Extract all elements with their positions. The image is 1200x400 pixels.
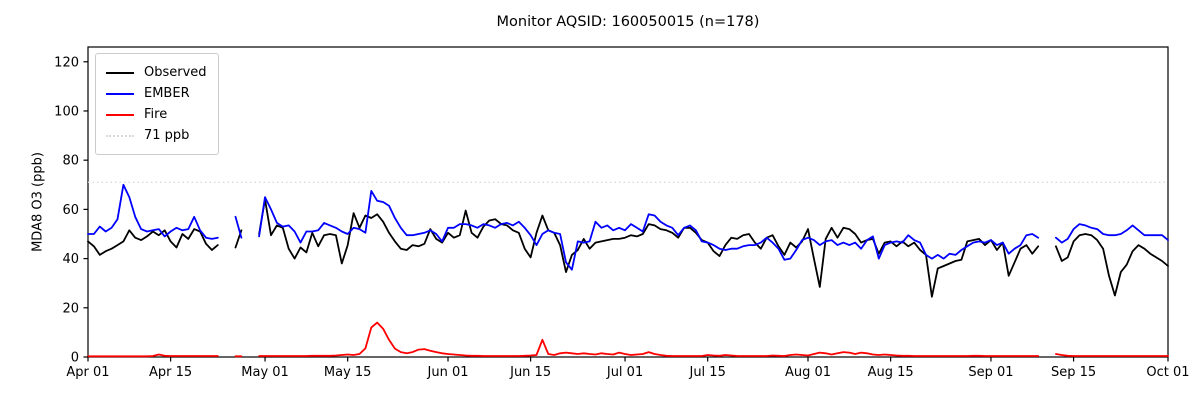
svg-text:100: 100: [54, 104, 79, 119]
svg-text:Jul 01: Jul 01: [606, 365, 643, 380]
svg-text:80: 80: [62, 154, 79, 169]
svg-text:Aug 01: Aug 01: [785, 365, 831, 380]
ember-line-swatch: [106, 92, 134, 95]
legend: Observed EMBER Fire 71 ppb: [95, 53, 219, 155]
svg-text:Jun 01: Jun 01: [427, 365, 469, 380]
svg-text:0: 0: [71, 351, 79, 366]
observed-line-swatch: [106, 71, 134, 74]
svg-text:120: 120: [54, 55, 79, 70]
svg-text:Apr 01: Apr 01: [66, 365, 109, 380]
svg-text:20: 20: [62, 301, 79, 316]
chart-title: Monitor AQSID: 160050015 (n=178): [496, 14, 760, 30]
legend-item-observed: Observed: [106, 62, 207, 83]
legend-label-observed: Observed: [144, 65, 207, 80]
svg-text:60: 60: [62, 203, 79, 218]
svg-text:Sep 15: Sep 15: [1051, 365, 1096, 380]
legend-label-ember: EMBER: [144, 86, 190, 101]
svg-text:Jun 15: Jun 15: [509, 365, 551, 380]
legend-item-ember: EMBER: [106, 83, 207, 104]
legend-label-threshold: 71 ppb: [144, 128, 190, 143]
svg-text:Aug 15: Aug 15: [868, 365, 914, 380]
legend-item-fire: Fire: [106, 104, 207, 125]
legend-item-threshold: 71 ppb: [106, 125, 207, 146]
svg-text:May 01: May 01: [241, 365, 289, 380]
svg-text:Apr 15: Apr 15: [149, 365, 192, 380]
svg-text:Jul 15: Jul 15: [688, 365, 725, 380]
y-axis-label: MDA8 O3 (ppb): [30, 152, 46, 252]
svg-text:Sep 01: Sep 01: [968, 365, 1013, 380]
fire-line-swatch: [106, 113, 134, 116]
threshold-line-swatch: [106, 134, 134, 137]
legend-label-fire: Fire: [144, 107, 168, 122]
svg-text:May 15: May 15: [324, 365, 372, 380]
svg-text:40: 40: [62, 252, 79, 267]
svg-text:Oct 01: Oct 01: [1146, 365, 1189, 380]
